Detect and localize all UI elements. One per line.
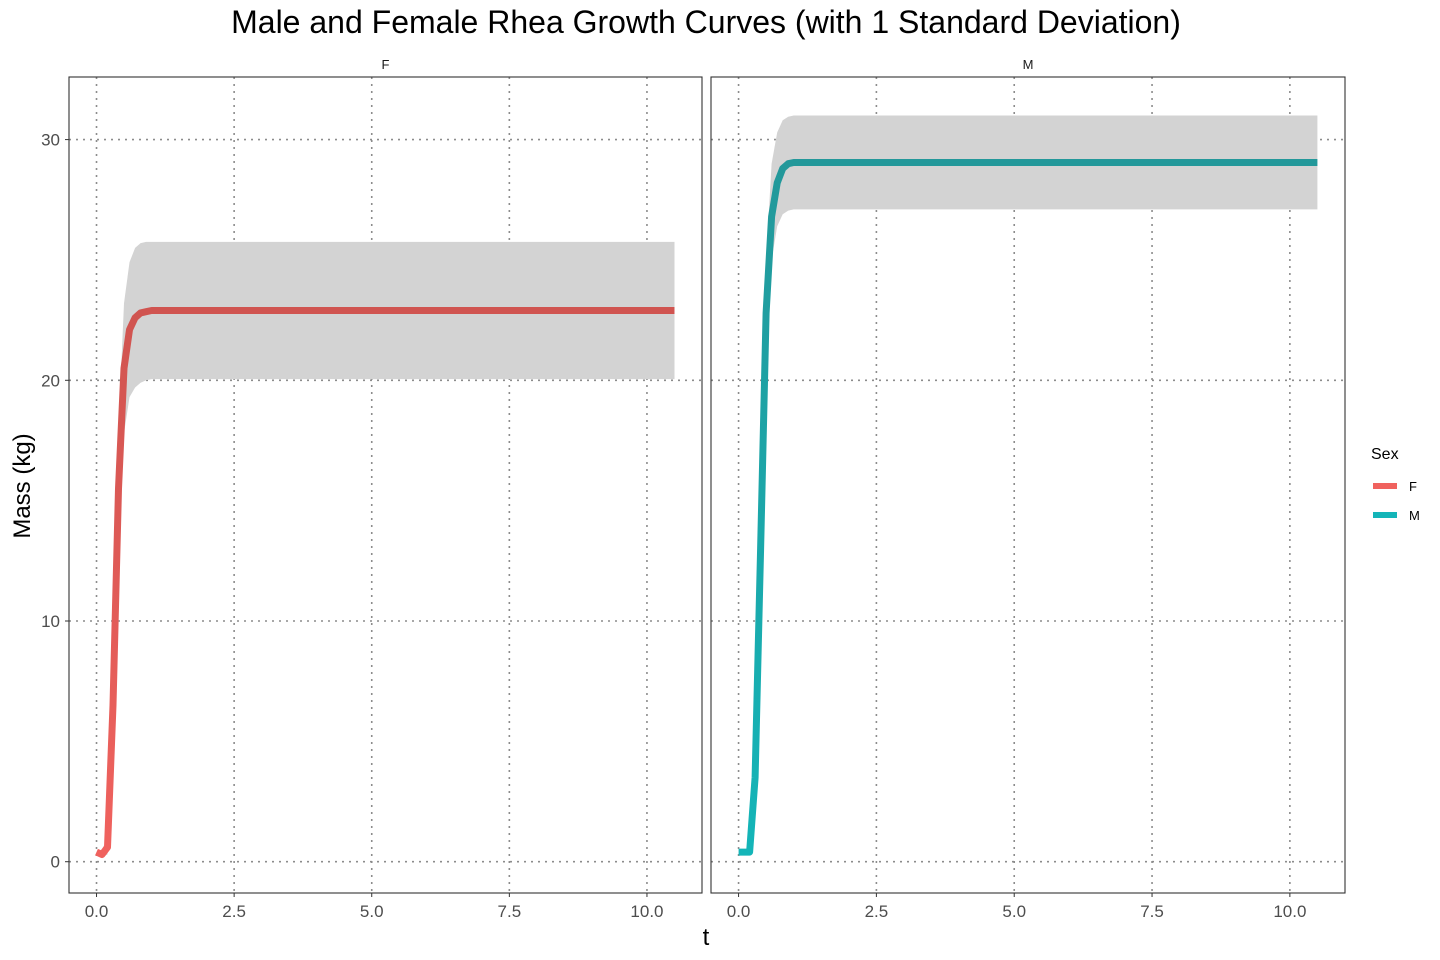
growth-curve-m [738,159,1318,856]
facet-strip-label: M [1023,57,1034,72]
legend-label-f: F [1409,479,1417,494]
facet-strip-label: F [382,57,390,72]
panel-border [710,76,1346,894]
legend-item-m: M [1373,508,1420,523]
x-tick-label: 7.5 [498,902,522,921]
facet-panel-f: F 0.0 2.5 5.0 7.5 10.0 0 10 20 30 [41,57,703,921]
x-tick-label: 5.0 [1002,902,1026,921]
legend-items: FM [1373,479,1420,523]
panel-border [68,76,703,894]
x-tick-label: 0.0 [85,902,109,921]
x-axis-title: t [703,924,710,951]
legend: Sex FM [1371,446,1420,523]
x-tick-label: 10.0 [630,902,663,921]
x-tick-label: 0.0 [727,902,751,921]
x-tick-label: 2.5 [865,902,889,921]
y-tick-label: 0 [51,853,60,872]
growth-curve-f [95,307,675,858]
legend-item-f: F [1373,479,1417,494]
y-tick-label: 20 [41,371,60,390]
x-tick-label: 2.5 [222,902,246,921]
sd-ribbon-m [738,115,1318,855]
facet-panels: F 0.0 2.5 5.0 7.5 10.0 0 10 20 30 M 0.0 2.5 5.0 7.5 10.… [41,57,1346,921]
chart-title: Male and Female Rhea Growth Curves (with… [231,4,1181,40]
y-tick-label: 30 [41,131,60,150]
x-tick-label: 10.0 [1273,902,1306,921]
y-axis-title: Mass (kg) [9,433,36,538]
x-tick-label: 7.5 [1140,902,1164,921]
legend-label-m: M [1409,508,1420,523]
legend-title: Sex [1371,446,1399,463]
sd-ribbon-f [96,241,675,857]
y-tick-label: 10 [41,612,60,631]
facet-panel-m: M 0.0 2.5 5.0 7.5 10.0 [710,57,1346,921]
x-tick-label: 5.0 [360,902,384,921]
